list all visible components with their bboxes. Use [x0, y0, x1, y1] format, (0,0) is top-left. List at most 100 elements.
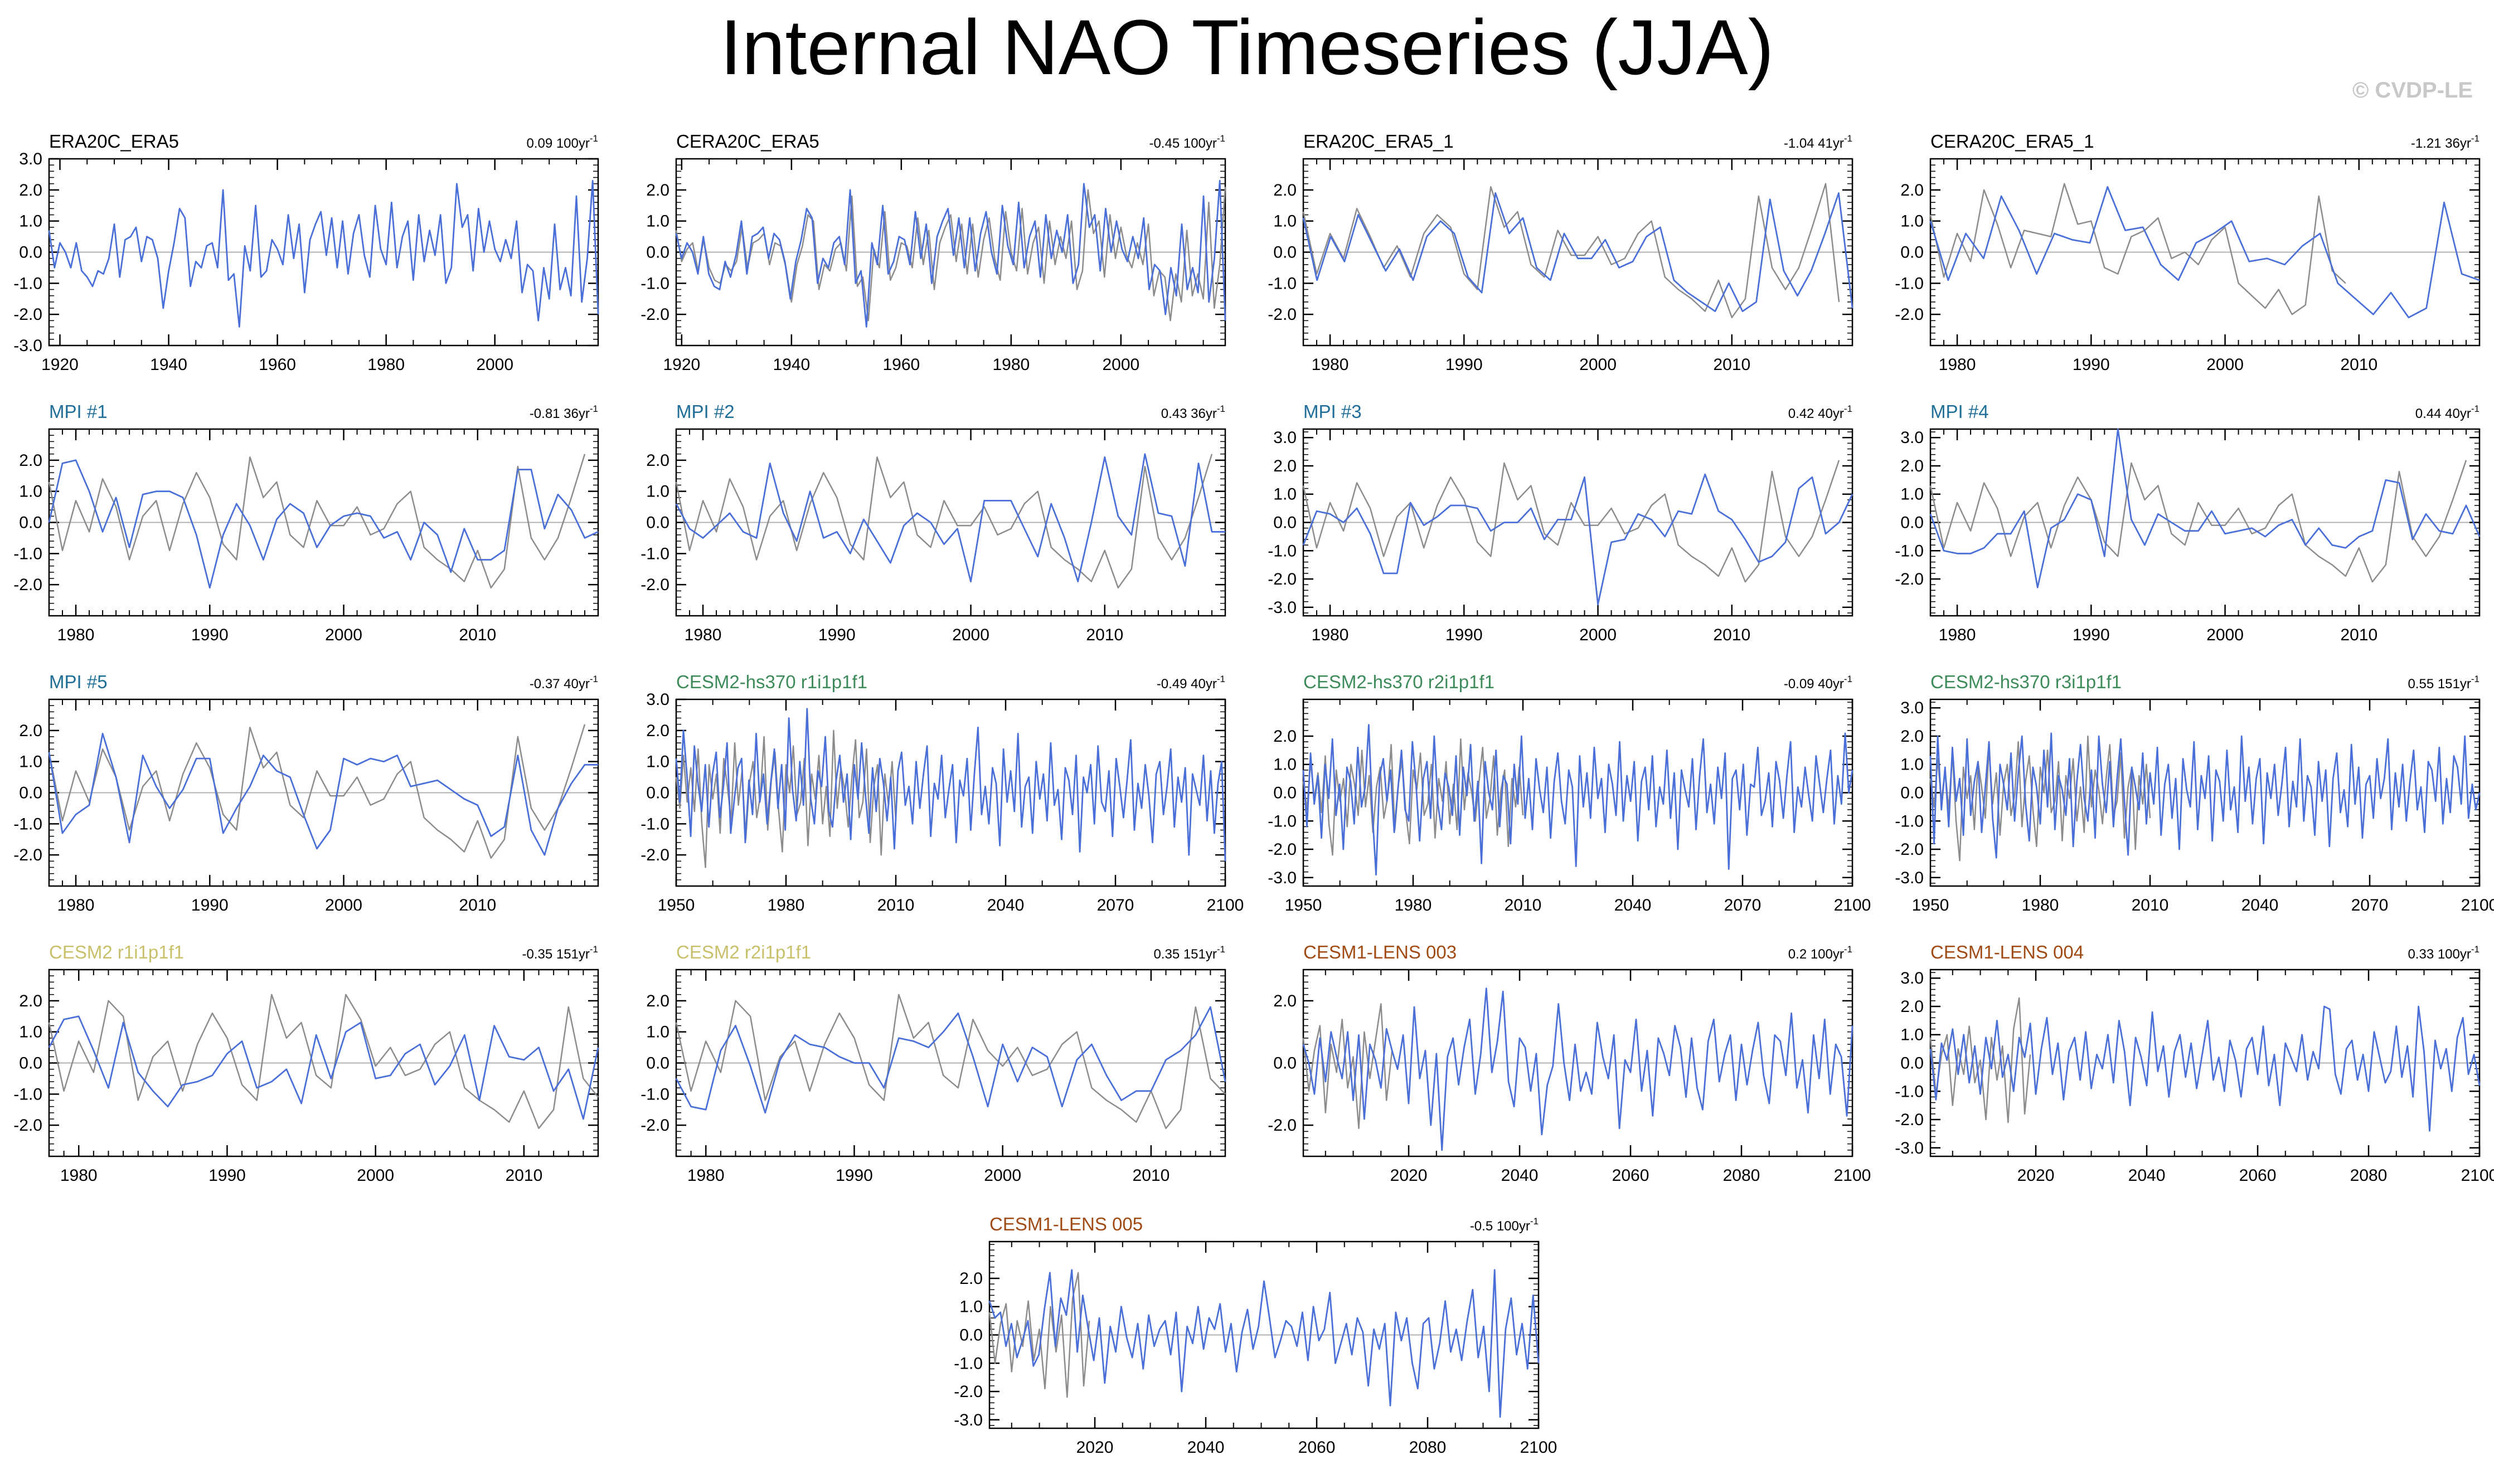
trend-exponent: -1	[1844, 944, 1852, 955]
trend-label: 0.2 100yr-1	[1788, 944, 1852, 962]
y-tick-label: 0.0	[1900, 514, 1924, 532]
y-tick-label: 2.0	[1273, 727, 1297, 746]
x-tick-label: 1980	[768, 896, 805, 914]
obs-series	[675, 454, 1213, 589]
y-tick-label: 2.0	[646, 451, 669, 470]
y-tick-label: 0.0	[1273, 784, 1297, 802]
model-series	[1929, 732, 2481, 859]
y-tick-label: -2.0	[13, 305, 42, 324]
trend-exponent: -1	[1530, 1216, 1539, 1227]
x-tick-label: 2010	[1133, 1166, 1170, 1185]
x-tick-label: 1980	[60, 1166, 98, 1185]
model-series	[1302, 192, 1853, 312]
panel-3: 1980 1990 2000 2010 2.0 1.0 0.0 -1.0 -2.0 ERA20C_…	[1268, 131, 1853, 374]
x-tick-label: 2070	[1097, 896, 1134, 914]
obs-series	[48, 454, 586, 589]
x-tick-label: 1920	[41, 356, 79, 374]
model-series	[48, 179, 599, 328]
y-tick-label: -1.0	[1895, 812, 1924, 830]
panel-8: 1980 1990 2000 2010 3.0 2.0 1.0 0.0 -1.0 -2.0 MPI …	[1895, 401, 2481, 644]
y-tick-label: -1.0	[1268, 812, 1297, 830]
y-tick-label: 0.0	[1273, 1054, 1297, 1073]
trend-exponent: -1	[2471, 674, 2480, 684]
y-tick-label: 0.0	[19, 1054, 42, 1073]
x-tick-label: 1980	[685, 626, 722, 644]
credit-label: © CVDP-LE	[2352, 78, 2473, 103]
panel-6: 1980 1990 2000 2010 2.0 1.0 0.0 -1.0 -2.0 MPI #2 0…	[641, 401, 1226, 644]
y-tick-label: 2.0	[19, 722, 42, 740]
trend-label: -0.45 100yr-1	[1149, 133, 1225, 151]
panel-title: CESM2 r1i1p1f1	[49, 942, 184, 962]
y-tick-label: -1.0	[1895, 274, 1924, 293]
obs-series	[675, 994, 1226, 1130]
y-tick-label: -1.0	[641, 274, 669, 293]
panel-title: CERA20C_ERA5	[676, 131, 819, 152]
y-tick-label: 2.0	[1900, 727, 1924, 746]
trend-label: -0.81 36yr-1	[530, 403, 598, 421]
y-tick-label: 3.0	[1273, 429, 1297, 447]
x-tick-label: 1990	[836, 1166, 873, 1185]
x-tick-label: 2010	[1713, 356, 1750, 374]
model-series	[48, 1015, 599, 1120]
trend-exponent: -1	[590, 944, 598, 955]
y-tick-label: -2.0	[13, 1116, 42, 1135]
x-tick-label: 2080	[2350, 1166, 2388, 1185]
trend-label: -0.5 100yr-1	[1470, 1216, 1539, 1234]
y-tick-label: -3.0	[954, 1411, 983, 1429]
obs-series	[1929, 183, 2346, 315]
x-tick-label: 2010	[459, 896, 496, 914]
y-tick-label: -3.0	[1268, 869, 1297, 887]
x-tick-label: 2000	[952, 626, 989, 644]
x-tick-label: 1950	[658, 896, 695, 914]
x-tick-label: 2010	[1713, 626, 1750, 644]
x-tick-label: 2040	[987, 896, 1025, 914]
x-tick-label: 2040	[1614, 896, 1652, 914]
trend-label: 0.42 40yr-1	[1788, 403, 1852, 421]
x-tick-label: 1980	[687, 1166, 725, 1185]
x-tick-label: 2020	[1076, 1438, 1114, 1457]
trend-exponent: -1	[1217, 133, 1225, 144]
trend-exponent: -1	[2471, 944, 2480, 955]
trend-label: 0.55 151yr-1	[2408, 674, 2480, 692]
x-tick-label: 2080	[1723, 1166, 1760, 1185]
x-tick-label: 2000	[984, 1166, 1021, 1185]
y-tick-label: -2.0	[641, 576, 669, 594]
y-tick-label: 0.0	[959, 1326, 983, 1345]
x-tick-label: 2060	[1612, 1166, 1649, 1185]
y-tick-label: 1.0	[959, 1298, 983, 1316]
trend-label: -0.35 151yr-1	[522, 944, 598, 962]
y-tick-label: 0.0	[646, 244, 669, 262]
x-tick-label: 2000	[1579, 626, 1617, 644]
y-tick-label: 3.0	[1900, 969, 1924, 987]
trend-label: 0.09 100yr-1	[526, 133, 598, 151]
y-tick-label: -1.0	[1268, 274, 1297, 293]
x-tick-label: 2010	[2340, 356, 2377, 374]
panel-4: 1980 1990 2000 2010 2.0 1.0 0.0 -1.0 -2.0 CERA20C…	[1895, 131, 2481, 374]
obs-series	[1302, 183, 1840, 319]
x-tick-label: 1980	[992, 356, 1030, 374]
trend-exponent: -1	[2471, 133, 2480, 144]
trend-label: -1.04 41yr-1	[1784, 133, 1852, 151]
x-tick-label: 2080	[1409, 1438, 1447, 1457]
model-series	[1302, 987, 1853, 1151]
y-tick-label: 0.0	[1273, 514, 1297, 532]
y-tick-label: 3.0	[1900, 699, 1924, 717]
y-tick-label: 2.0	[19, 451, 42, 470]
model-series	[48, 459, 599, 589]
panel-5: 1980 1990 2000 2010 2.0 1.0 0.0 -1.0 -2.0 MPI #1 -…	[13, 401, 599, 644]
y-tick-label: -1.0	[641, 1085, 669, 1103]
x-tick-label: 2010	[2132, 896, 2169, 914]
y-tick-label: -1.0	[13, 274, 42, 293]
trend-label: -0.37 40yr-1	[530, 674, 598, 692]
x-tick-label: 2000	[2206, 626, 2244, 644]
trend-label: 0.35 151yr-1	[1153, 944, 1225, 962]
y-tick-label: 2.0	[646, 992, 669, 1010]
panel-title: MPI #5	[49, 672, 108, 692]
y-tick-label: 1.0	[19, 212, 42, 231]
model-series	[1929, 428, 2481, 588]
y-tick-label: 2.0	[1273, 992, 1297, 1010]
y-tick-label: -1.0	[1268, 542, 1297, 560]
x-tick-label: 2100	[1834, 1166, 1871, 1185]
y-tick-label: 0.0	[1900, 784, 1924, 802]
x-tick-label: 1990	[818, 626, 856, 644]
